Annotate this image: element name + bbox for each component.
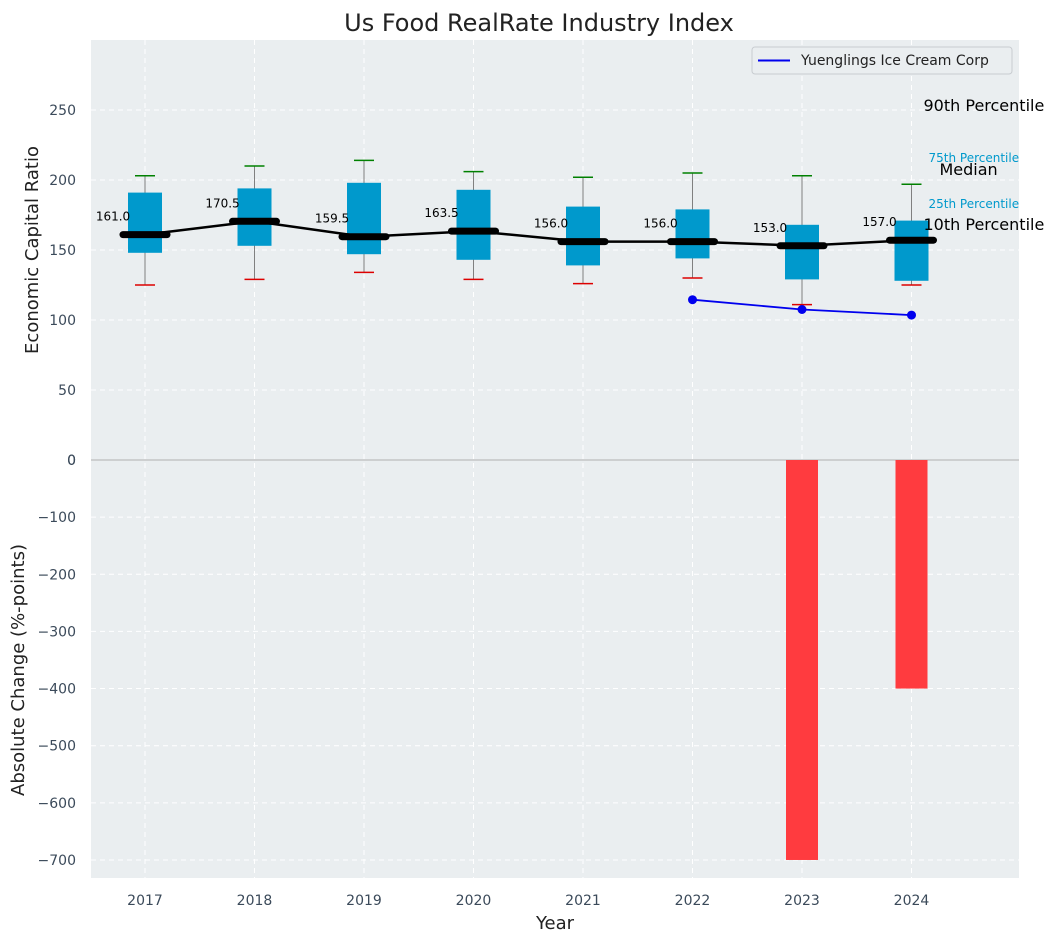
x-axis-title: Year [535, 913, 575, 934]
median-value-label: 170.5 [205, 196, 239, 210]
company-series-point [907, 310, 916, 320]
y-tick-label-top: 250 [49, 103, 76, 119]
company-series-point [688, 295, 697, 305]
annotation-25th: 25th Percentile [929, 197, 1020, 211]
y-tick-label-bottom: −300 [38, 624, 76, 640]
y-tick-label-top: 100 [49, 313, 76, 329]
x-tick-label: 2017 [127, 893, 163, 909]
median-value-label: 157.0 [862, 215, 896, 229]
change-bar [895, 460, 928, 689]
box-iqr [128, 192, 162, 253]
box-iqr [347, 182, 381, 255]
x-tick-label: 2024 [894, 893, 930, 909]
annotation-median: Median [940, 160, 998, 179]
legend-label: Yuenglings Ice Cream Corp [800, 53, 989, 69]
y-tick-label-top: 150 [49, 243, 76, 259]
legend-box [751, 46, 1013, 75]
y-tick-label-bottom: −200 [38, 567, 76, 583]
y-tick-label-top: 0 [67, 453, 76, 469]
box-iqr [894, 220, 929, 281]
company-series-point [797, 305, 807, 314]
x-tick-label: 2021 [565, 893, 601, 909]
y-tick-label-bottom: −100 [38, 510, 76, 526]
median-value-label: 156.0 [643, 217, 677, 231]
y-tick-label-bottom: −500 [38, 739, 76, 755]
change-bar [786, 460, 818, 860]
y-tick-label-bottom: 0 [67, 453, 76, 469]
median-value-label: 159.5 [315, 212, 349, 226]
y-axis-title-bottom: Absolute Change (%-points) [8, 544, 29, 796]
annotation-75th: 75th Percentile [929, 151, 1020, 165]
median-value-label: 153.0 [753, 221, 787, 235]
x-tick-label: 2020 [456, 893, 492, 909]
box-iqr [456, 189, 491, 260]
annotation-10th: 10th Percentile [924, 215, 1045, 234]
y-tick-label-top: 200 [49, 173, 76, 189]
y-axis-title-top: Economic Capital Ratio [22, 146, 43, 354]
y-tick-label-bottom: −400 [38, 682, 76, 698]
annotation-90th: 90th Percentile [924, 96, 1045, 115]
x-tick-label: 2019 [346, 893, 382, 909]
median-value-label: 163.5 [424, 206, 458, 220]
box-iqr [237, 188, 272, 246]
bottom-plot-area [91, 460, 1019, 878]
x-tick-label: 2022 [675, 893, 711, 909]
y-tick-label-bottom: −700 [38, 853, 76, 869]
median-value-label: 161.0 [96, 210, 130, 224]
x-tick-label: 2018 [237, 893, 273, 909]
median-value-label: 156.0 [534, 217, 568, 231]
box-iqr [675, 209, 710, 259]
y-tick-label-bottom: −600 [38, 796, 76, 812]
box-iqr [785, 224, 819, 280]
box-iqr [566, 206, 600, 266]
chart-title: Us Food RealRate Industry Index [344, 9, 734, 37]
y-tick-label-top: 50 [58, 383, 76, 399]
x-tick-label: 2023 [784, 893, 820, 909]
